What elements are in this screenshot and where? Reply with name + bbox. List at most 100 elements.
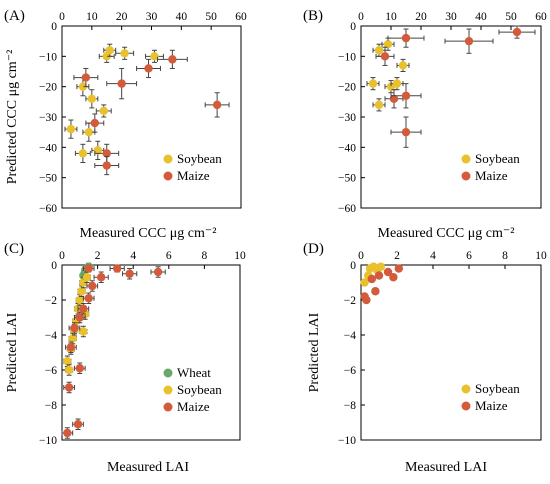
data-point-maize <box>73 420 83 429</box>
data-point-soybean <box>374 46 384 55</box>
legend: Soybean Maize <box>461 381 520 413</box>
panel-2: (B) 0 10 20 30 40 50 60 0 −10 −20 −30 −40 −50 −60 Measu… <box>303 8 547 241</box>
legend-marker-soybean <box>461 154 471 164</box>
series-maize <box>61 264 166 439</box>
data-point-soybean <box>368 79 378 88</box>
data-point-maize <box>79 304 88 313</box>
y-tick-label: 0 <box>350 21 356 33</box>
data-point-soybean <box>392 79 402 88</box>
data-point-maize <box>63 428 72 438</box>
legend: Wheat Soybean Maize <box>163 365 222 414</box>
data-point-soybean <box>87 94 97 104</box>
y-tick-label: −30 <box>39 112 57 124</box>
x-tick-label: 30 <box>445 11 457 23</box>
x-tick-label: 20 <box>116 11 128 23</box>
data-point-maize <box>362 295 371 305</box>
data-point-maize <box>464 36 474 46</box>
x-tick-label: 0 <box>59 11 65 23</box>
series-soybean <box>366 37 410 112</box>
legend-label: Soybean <box>177 382 222 397</box>
x-tick-label: 60 <box>235 11 247 23</box>
legend-marker-maize <box>163 171 173 181</box>
data-point-maize <box>168 55 177 64</box>
data-point-maize <box>125 269 134 278</box>
legend-marker-soybean <box>461 384 471 394</box>
x-axis-label: Measured LAI <box>107 460 189 475</box>
y-axis-label: Predicted LAI <box>307 312 322 392</box>
x-tick-label: 10 <box>385 11 397 23</box>
x-tick-label: 0 <box>358 11 364 23</box>
data-point-maize <box>66 343 76 352</box>
y-tick-label: −30 <box>338 112 356 124</box>
panel-4: (D) 0 2 4 6 8 10 0 −2 −4 −6 −8 −10 Measured LAI Predic… <box>303 241 547 475</box>
legend-label: Soybean <box>177 151 222 166</box>
legend: Soybean Maize <box>163 151 222 183</box>
y-axis-label: Predicted LAI <box>5 312 20 392</box>
data-point-maize <box>389 94 399 104</box>
x-tick-label: 50 <box>505 11 517 23</box>
data-point-maize <box>81 73 91 82</box>
data-point-soybean <box>105 46 114 55</box>
data-point-maize <box>389 273 398 282</box>
data-point-maize <box>117 79 126 88</box>
legend-label: Soybean <box>475 151 520 166</box>
data-point-maize <box>212 100 222 110</box>
panel-label: (D) <box>303 241 324 257</box>
data-point-maize <box>394 264 403 273</box>
legend-marker-wheat <box>163 368 173 378</box>
x-tick-label: 20 <box>415 11 427 23</box>
data-point-maize <box>96 273 106 282</box>
data-point-maize <box>90 118 100 128</box>
y-tick-label: −40 <box>39 142 57 154</box>
data-point-soybean <box>150 52 159 61</box>
x-tick-label: 0 <box>59 250 65 262</box>
x-tick-label: 60 <box>535 11 547 23</box>
y-tick-label: −2 <box>45 295 57 307</box>
data-point-maize <box>512 27 522 37</box>
legend-label: Maize <box>475 168 508 183</box>
panel-label: (B) <box>303 8 323 24</box>
y-tick-label: −50 <box>39 173 57 185</box>
legend-label: Maize <box>475 398 508 413</box>
series-maize <box>73 49 230 176</box>
x-tick-label: 2 <box>95 250 101 262</box>
data-point-soybean <box>93 146 103 155</box>
y-tick-label: 0 <box>350 260 356 272</box>
plot-frame <box>61 25 242 209</box>
y-tick-label: −2 <box>344 295 356 307</box>
legend-marker-soybean <box>163 154 173 164</box>
legend: Soybean Maize <box>461 151 520 183</box>
data-point-maize <box>84 264 93 273</box>
data-point-maize <box>64 383 74 392</box>
data-point-soybean <box>120 49 129 58</box>
data-point-soybean <box>79 327 88 336</box>
y-tick-label: −8 <box>344 400 356 412</box>
data-point-soybean <box>84 127 94 137</box>
x-axis-label: Measured LAI <box>405 460 487 475</box>
y-tick-label: −6 <box>45 365 57 377</box>
x-tick-label: 10 <box>86 11 98 23</box>
data-point-soybean <box>398 61 408 70</box>
y-tick-label: 0 <box>51 21 57 33</box>
y-tick-label: −10 <box>39 51 57 63</box>
data-point-maize <box>401 91 411 100</box>
x-tick-label: 6 <box>466 250 472 262</box>
data-point-maize <box>153 267 163 277</box>
panel-1: (A) 0 10 20 30 40 50 60 0 −10 −20 −30 −40 −50 −60 Measu… <box>4 8 247 241</box>
x-tick-label: 40 <box>176 11 188 23</box>
series-soybean <box>360 262 385 287</box>
legend-marker-maize <box>461 171 471 181</box>
y-tick-label: −20 <box>39 82 57 94</box>
x-tick-label: 6 <box>166 250 172 262</box>
data-point-soybean <box>82 273 92 282</box>
data-point-soybean <box>374 100 384 110</box>
x-axis-label: Measured CCC μg cm⁻² <box>378 226 515 241</box>
data-point-maize <box>102 149 111 158</box>
legend-label: Soybean <box>475 381 520 396</box>
data-point-soybean <box>360 278 369 287</box>
x-tick-label: 40 <box>475 11 487 23</box>
x-tick-label: 10 <box>234 250 246 262</box>
legend-marker-maize <box>163 402 173 412</box>
data-point-maize <box>383 267 393 277</box>
